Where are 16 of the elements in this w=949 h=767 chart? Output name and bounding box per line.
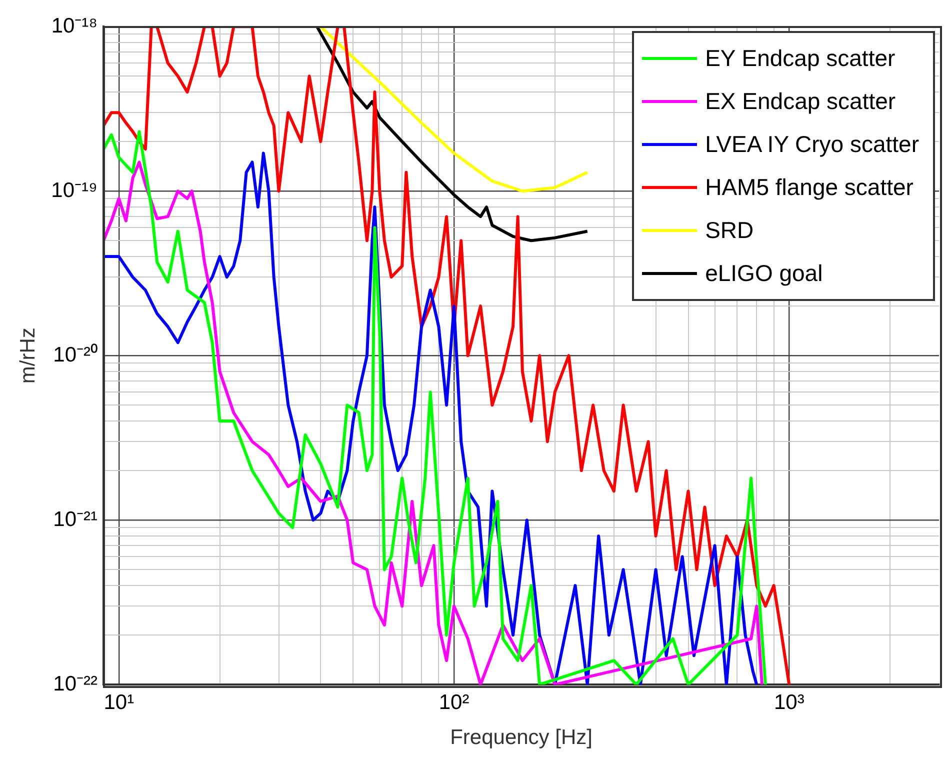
- legend-label: EY Endcap scatter: [705, 44, 896, 72]
- legend-label: EX Endcap scatter: [705, 88, 896, 115]
- legend-label: SRD: [705, 216, 754, 244]
- y-tick-label: 10⁻²²: [53, 672, 98, 696]
- legend-label: LVEA IY Cryo scatter: [705, 130, 919, 158]
- y-axis-title: m/rHz: [16, 328, 40, 384]
- y-tick-label: 10⁻²⁰: [53, 343, 98, 366]
- y-tick-label: 10⁻¹⁹: [51, 178, 98, 202]
- x-tick-label: 10²: [438, 690, 470, 714]
- legend-label: eLIGO goal: [705, 260, 823, 287]
- y-tick-label: 10⁻²¹: [53, 508, 98, 531]
- x-axis-title: Frequency [Hz]: [450, 726, 592, 750]
- y-tick-label: 10⁻¹⁸: [51, 14, 98, 38]
- x-tick-label: 10³: [774, 690, 804, 714]
- x-tick-label: 10¹: [104, 690, 134, 714]
- legend-label: HAM5 flange scatter: [705, 174, 914, 201]
